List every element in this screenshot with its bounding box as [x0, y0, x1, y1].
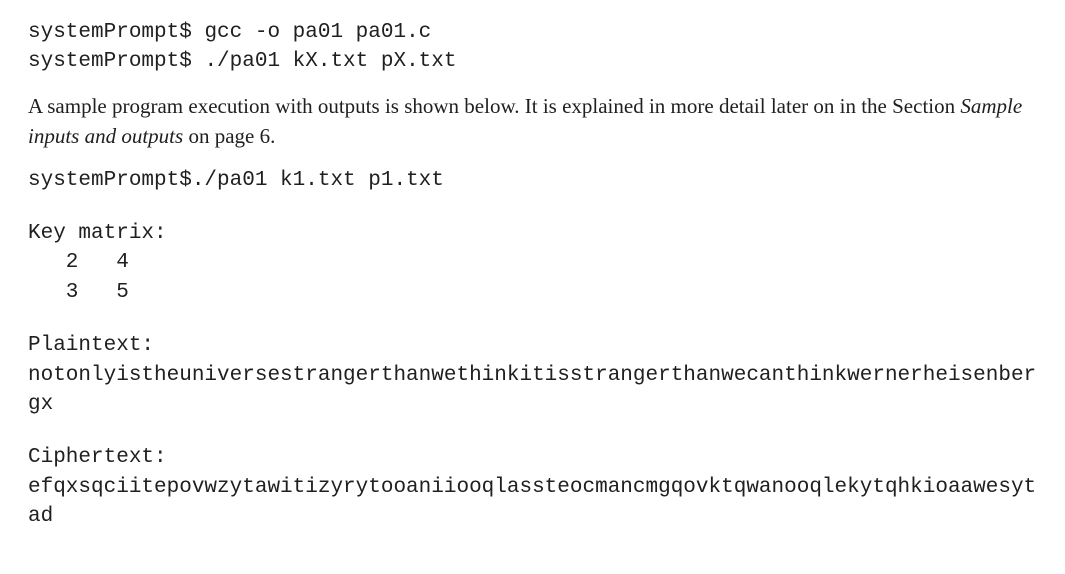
ciphertext-value: efqxsqciitepovwzytawitizyrytooaniiooqlas…	[28, 473, 1037, 532]
explanatory-paragraph: A sample program execution with outputs …	[28, 91, 1037, 152]
plaintext-value: notonlyistheuniversestrangerthanwethinki…	[28, 361, 1037, 420]
shell-prompt: systemPrompt$	[28, 50, 204, 73]
terminal-line-2: systemPrompt$ ./pa01 kX.txt pX.txt	[28, 47, 1037, 76]
shell-command: gcc -o pa01 pa01.c	[204, 21, 431, 44]
prose-lead: A sample program execution with outputs …	[28, 94, 960, 118]
prose-tail: on page 6.	[183, 124, 275, 148]
key-matrix-row-0: 2 4	[28, 248, 1037, 277]
shell-prompt: systemPrompt$	[28, 21, 204, 44]
shell-command: ./pa01 k1.txt p1.txt	[192, 169, 444, 192]
ciphertext-label: Ciphertext:	[28, 443, 1037, 472]
key-matrix-label: Key matrix:	[28, 219, 1037, 248]
shell-prompt: systemPrompt$	[28, 169, 192, 192]
plaintext-label: Plaintext:	[28, 331, 1037, 360]
terminal-line-1: systemPrompt$ gcc -o pa01 pa01.c	[28, 18, 1037, 47]
sample-run-line: systemPrompt$./pa01 k1.txt p1.txt	[28, 166, 1037, 195]
shell-command: ./pa01 kX.txt pX.txt	[204, 50, 456, 73]
key-matrix-row-1: 3 5	[28, 278, 1037, 307]
